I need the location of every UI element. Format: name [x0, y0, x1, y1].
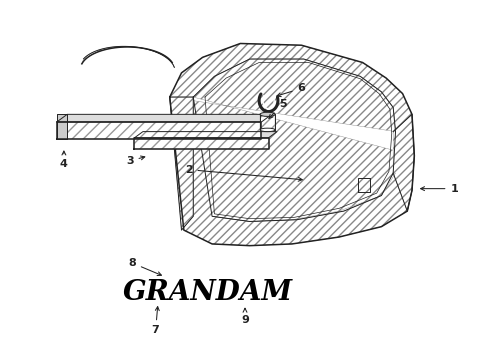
Ellipse shape: [260, 112, 275, 116]
Text: 5: 5: [269, 99, 287, 118]
Polygon shape: [57, 122, 262, 139]
Polygon shape: [170, 97, 193, 230]
Polygon shape: [170, 44, 412, 132]
Polygon shape: [170, 59, 415, 246]
Polygon shape: [212, 173, 395, 221]
Polygon shape: [134, 138, 269, 149]
Polygon shape: [134, 132, 277, 138]
Text: 6: 6: [277, 84, 305, 96]
Polygon shape: [57, 114, 67, 139]
Polygon shape: [82, 46, 174, 67]
Polygon shape: [260, 114, 275, 130]
Text: 1: 1: [420, 184, 458, 194]
Text: 4: 4: [60, 151, 68, 170]
Ellipse shape: [260, 128, 275, 132]
Text: 7: 7: [152, 307, 160, 335]
Text: 3: 3: [126, 156, 145, 166]
Text: GRANDAM: GRANDAM: [122, 279, 293, 306]
Text: 8: 8: [128, 258, 161, 275]
Polygon shape: [57, 114, 272, 122]
Text: 9: 9: [241, 309, 249, 325]
Text: 2: 2: [185, 165, 302, 181]
Polygon shape: [393, 114, 415, 211]
